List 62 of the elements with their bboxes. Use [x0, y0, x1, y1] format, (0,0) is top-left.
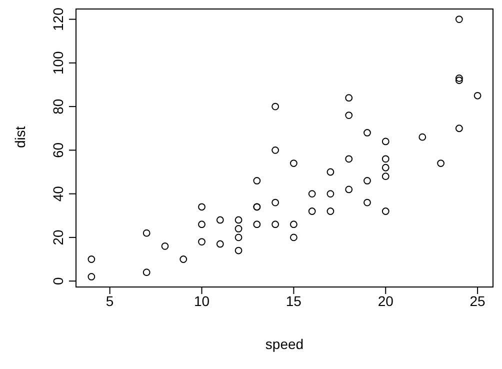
point [364, 177, 371, 184]
point [382, 155, 390, 163]
point [234, 234, 242, 242]
y-tick-label: 100 [50, 51, 66, 75]
x-tick-label: 25 [470, 292, 486, 309]
point [455, 76, 463, 84]
point [234, 246, 242, 254]
x-tick-label: 10 [194, 292, 210, 309]
x-tick-label: 15 [286, 292, 302, 309]
point [437, 160, 444, 167]
point [455, 124, 463, 132]
x-axis-title: speed [265, 336, 304, 352]
y-tick-label: 40 [50, 186, 66, 202]
point [364, 129, 371, 136]
point [345, 112, 353, 119]
y-axis-title: dist [12, 126, 28, 148]
point [272, 220, 280, 228]
point [253, 177, 261, 184]
y-tick-label: 120 [50, 7, 66, 31]
y-tick-label: 20 [50, 229, 66, 246]
point [455, 74, 463, 82]
point [326, 168, 334, 176]
point [272, 198, 280, 206]
point [198, 203, 206, 211]
point [216, 240, 224, 248]
point [382, 138, 390, 146]
point [272, 146, 280, 154]
point [272, 102, 280, 110]
y-tick-label: 80 [50, 98, 66, 114]
x-tick-label: 5 [106, 292, 114, 309]
point [290, 234, 298, 242]
point [142, 268, 150, 276]
point [418, 133, 426, 141]
point [88, 256, 96, 263]
point [474, 92, 482, 100]
point [345, 155, 353, 163]
point [142, 229, 150, 237]
point [326, 208, 334, 215]
point [180, 256, 188, 263]
point [308, 190, 316, 198]
point [290, 160, 298, 167]
point [308, 208, 316, 215]
point [234, 216, 242, 224]
point [382, 164, 390, 172]
point [198, 220, 206, 228]
point [382, 172, 390, 180]
point [198, 238, 206, 246]
point [455, 16, 463, 23]
x-tick-label: 20 [378, 292, 394, 309]
point [382, 208, 390, 215]
point [364, 198, 371, 206]
point [234, 225, 242, 232]
y-tick-label: 60 [50, 142, 66, 158]
point [345, 186, 353, 194]
point [290, 220, 298, 228]
point [253, 220, 261, 228]
point [345, 94, 353, 102]
point [216, 216, 224, 224]
point [326, 190, 334, 198]
y-tick-label: 0 [50, 276, 66, 285]
point [161, 242, 169, 250]
point [88, 273, 96, 280]
